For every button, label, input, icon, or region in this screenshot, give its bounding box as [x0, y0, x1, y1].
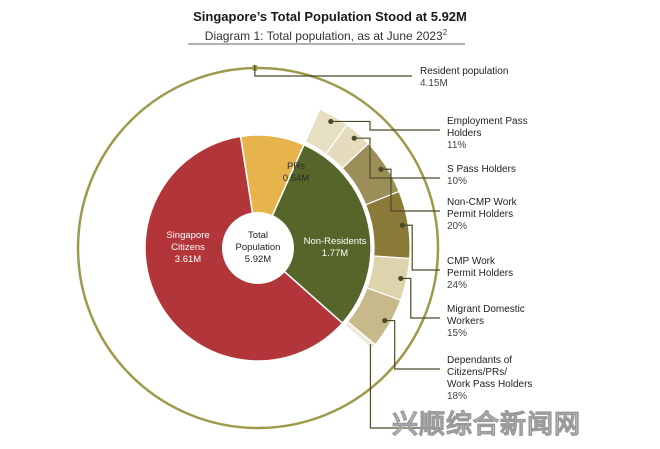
- breakdown-leader-1: [330, 120, 440, 131]
- breakdown-label-2-line-1: S Pass Holders: [447, 164, 516, 175]
- center-label-line2: Population: [236, 242, 281, 253]
- breakdown-marker-1: [328, 118, 334, 125]
- breakdown-leader-3: [380, 168, 440, 212]
- breakdown-segment-7: [343, 320, 377, 350]
- breakdown-label-5-line-1: Migrant Domestic: [447, 304, 525, 315]
- breakdown-marker-4: [399, 222, 405, 228]
- breakdown-label-3-line-1: Non-CMP Work: [447, 197, 518, 208]
- breakdown-marker-2: [351, 135, 357, 141]
- chart-subtitle-text: Diagram 1: Total population, as at June …: [205, 29, 443, 43]
- breakdown-marker-5: [398, 275, 404, 282]
- slice-label-3-line-1: Non-Residents: [304, 236, 367, 247]
- slice-label-3-line-2: 1.77M: [322, 248, 348, 259]
- breakdown-ring-group: [304, 108, 411, 350]
- breakdown-label-4-line-2: Permit Holders: [447, 268, 513, 279]
- breakdown-label-1-line-1: Employment Pass: [447, 116, 528, 127]
- breakdown-label-6-line-1: Dependants of: [447, 355, 512, 366]
- breakdown-leader-2: [354, 137, 440, 179]
- center-total-value: 5.92M: [245, 254, 271, 265]
- slice-label-1-line-3: 3.61M: [175, 254, 201, 265]
- breakdown-label-5-line-2: Workers: [447, 316, 484, 327]
- breakdown-leader-6: [384, 319, 440, 370]
- leader-lines-group: [254, 65, 440, 429]
- breakdown-label-4-line-1: CMP Work: [447, 256, 496, 267]
- chart-subtitle-sup: 2: [443, 28, 448, 37]
- breakdown-pct-5: 15%: [447, 328, 467, 339]
- resident-annotation-label: Resident population: [420, 66, 508, 77]
- breakdown-label-6-line-3: Work Pass Holders: [447, 379, 532, 390]
- breakdown-pct-3: 20%: [447, 221, 467, 232]
- breakdown-pct-6: 18%: [447, 391, 467, 402]
- watermark: 兴顺综合新闻网: [392, 409, 581, 440]
- breakdown-leader-5: [400, 277, 440, 319]
- center-label-line1: Total: [248, 230, 268, 241]
- slice-non-residents: [257, 143, 372, 325]
- center-disc: [222, 212, 294, 284]
- breakdown-label-3-line-2: Permit Holders: [447, 209, 513, 220]
- breakdown-pct-2: 10%: [447, 176, 467, 187]
- resident-leader-line: [254, 65, 412, 77]
- slice-label-1-line-2: Citizens: [171, 242, 205, 253]
- breakdown-pct-4: 24%: [447, 280, 467, 291]
- breakdown-pct-1: 11%: [447, 140, 466, 151]
- breakdown-leader-7: [369, 344, 440, 429]
- breakdown-leader-4: [402, 224, 440, 271]
- slice-label-1-line-1: Singapore: [166, 230, 209, 241]
- breakdown-marker-3: [378, 166, 384, 172]
- breakdown-marker-6: [382, 317, 388, 324]
- breakdown-label-6-line-2: Citizens/PRs/: [447, 367, 507, 378]
- breakdown-label-1-line-2: Holders: [447, 128, 481, 139]
- slice-label-2-line-1: PRs: [287, 161, 305, 172]
- resident-annotation-value: 4.15M: [420, 78, 448, 89]
- chart-subtitle: Diagram 1: Total population, as at June …: [205, 28, 448, 43]
- chart-title: Singapore’s Total Population Stood at 5.…: [193, 9, 467, 24]
- slice-label-2-line-2: 0.54M: [283, 173, 309, 184]
